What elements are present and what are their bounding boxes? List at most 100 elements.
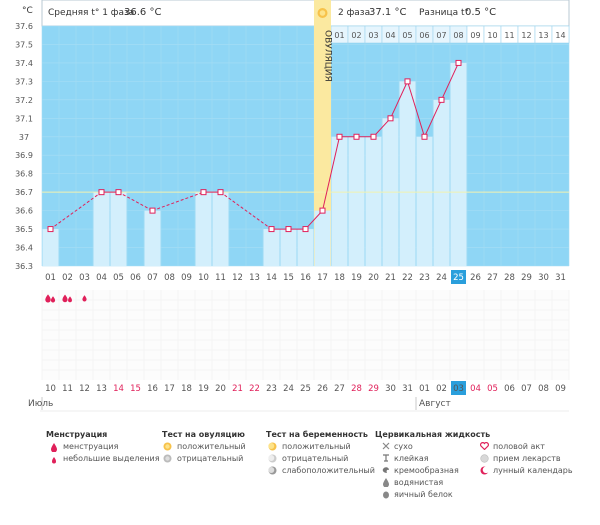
x-tick-label: 22 [402, 273, 413, 283]
x-tick-label: 05 [113, 273, 124, 283]
sticky-icon [382, 454, 390, 462]
phase2-day-label: 07 [436, 31, 446, 40]
calendar-date: 13 [96, 384, 107, 394]
calendar-date: 21 [232, 384, 243, 394]
temperature-point [387, 115, 394, 122]
legend-pregnancy-positive: положительный [282, 442, 351, 451]
calendar-date: 06 [504, 384, 515, 394]
sun-grey-icon [163, 454, 172, 463]
temperature-bar [416, 136, 433, 266]
x-tick-label: 30 [538, 273, 549, 283]
calendar-date: 14 [113, 384, 124, 394]
diff-value: 0.5 °C [465, 7, 497, 18]
menstruation-drop-icon [68, 296, 72, 303]
temperature-line-segment [322, 136, 340, 211]
x-tick-label: 10 [198, 273, 209, 283]
x-tick-label: 21 [385, 273, 396, 283]
temperature-point [455, 59, 462, 66]
calendar-date: 02 [436, 384, 447, 394]
x-tick-label: 19 [351, 273, 362, 283]
calendar-date: 28 [351, 384, 362, 394]
y-tick-label: 36.6 [15, 207, 33, 216]
ovulation-label: ОВУЛЯЦИЯ [323, 30, 333, 82]
legend-cervical-dry: сухо [394, 442, 413, 451]
calendar-date: 18 [181, 384, 192, 394]
y-tick-label: 37.5 [15, 40, 33, 49]
temperature-point [353, 133, 360, 140]
today-date-marker [451, 381, 466, 395]
temperature-line-segment [390, 81, 408, 119]
calendar-date: 04 [470, 384, 481, 394]
temperature-bar [42, 229, 59, 266]
phase2-day-label: 02 [351, 31, 361, 40]
temperature-bar [297, 229, 314, 266]
y-tick-label: 36.9 [15, 151, 33, 160]
temperature-bar [93, 192, 110, 266]
egg-white-icon [382, 490, 390, 499]
cross-icon [382, 442, 390, 450]
moon-grey-icon [268, 454, 277, 463]
drop-icon [50, 443, 58, 453]
x-tick-label: 16 [300, 273, 311, 283]
legend-cervical-title: Цервикальная жидкость [375, 430, 491, 439]
x-tick-label: 23 [419, 273, 430, 283]
temperature-line-segment [118, 191, 153, 212]
y-tick-label: 36.5 [15, 225, 33, 234]
phase2-day-label: 14 [555, 31, 565, 40]
y-tick-label: 37.1 [15, 114, 33, 123]
legend-ovulation-title: Тест на овуляцию [162, 430, 245, 439]
sun-icon-center [319, 10, 326, 16]
unit-label: °C [22, 6, 33, 16]
calendar-date: 22 [249, 384, 260, 394]
temperature-point [370, 133, 377, 140]
diff-label: Разница t° [419, 8, 469, 18]
x-tick-label: 06 [130, 273, 141, 283]
temperature-point [217, 189, 224, 196]
y-tick-label: 36.3 [15, 262, 33, 271]
x-tick-label: 27 [487, 273, 498, 283]
legend-cervical-egg: яичный белок [394, 490, 453, 499]
temperature-point [47, 226, 54, 233]
x-tick-label: 24 [436, 273, 447, 283]
phase2-value: 37.1 °C [369, 7, 407, 18]
plot-background [42, 26, 569, 266]
ovulation-column [314, 0, 331, 266]
calendar-date: 30 [385, 384, 396, 394]
x-tick-label: 18 [334, 273, 345, 283]
temperature-line-segment [50, 191, 102, 230]
legend-pregnancy-title: Тест на беременность [266, 430, 368, 439]
x-tick-label: 17 [317, 273, 328, 283]
temperature-bar [433, 99, 450, 266]
temperature-line-segment [441, 62, 459, 101]
temperature-bar [450, 62, 467, 266]
calendar-date: 11 [62, 384, 73, 394]
heart-icon [480, 442, 489, 451]
temperature-bar [365, 136, 382, 266]
y-tick-label: 37.2 [15, 96, 33, 105]
temperature-bar [110, 192, 127, 266]
temperature-point [421, 133, 428, 140]
y-tick-label: 37.3 [15, 77, 33, 86]
legend-light-item: небольшие выделения [63, 454, 160, 463]
temperature-point [200, 189, 207, 196]
phase2-day-label: 04 [385, 31, 395, 40]
temperature-line-segment [407, 81, 425, 137]
legend-intercourse: половой акт [493, 442, 545, 451]
markers-area [42, 290, 569, 380]
y-tick-label: 37.6 [15, 22, 33, 31]
legend-lunar: лунный календарь [493, 466, 573, 475]
watery-drop-icon [382, 478, 390, 488]
temperature-line-segment [220, 191, 272, 230]
phase2-day-label: 03 [368, 31, 378, 40]
temperature-line-segment [424, 99, 442, 137]
calendar-date: 03 [453, 384, 464, 394]
temperature-point [336, 133, 343, 140]
menstruation-drop-icon [45, 294, 51, 303]
temperature-point [115, 189, 122, 196]
calendar-date: 01 [419, 384, 430, 394]
today-marker [451, 270, 466, 284]
phase1-label: Средняя t° 1 фаза [48, 8, 135, 18]
calendar-date: 05 [487, 384, 498, 394]
calendar-date: 26 [317, 384, 328, 394]
